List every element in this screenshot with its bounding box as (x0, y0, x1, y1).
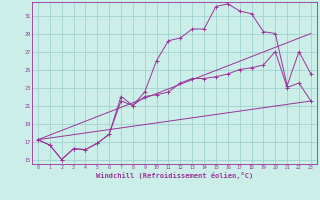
X-axis label: Windchill (Refroidissement éolien,°C): Windchill (Refroidissement éolien,°C) (96, 172, 253, 179)
